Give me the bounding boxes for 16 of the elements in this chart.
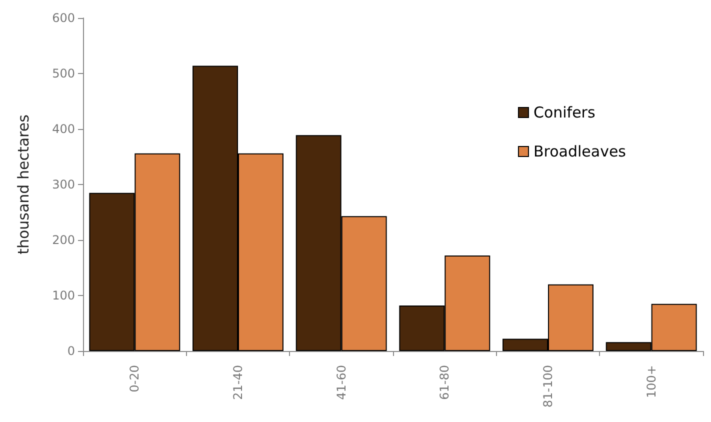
x-tick-label: 41-60 xyxy=(334,365,348,400)
y-tick-label: 200 xyxy=(52,233,75,247)
y-tick-label: 100 xyxy=(52,288,75,302)
x-tick-label: 81-100 xyxy=(541,365,555,408)
legend-label: Conifers xyxy=(533,104,596,122)
x-tick-label: 61-80 xyxy=(438,365,452,400)
x-tick-label: 100+ xyxy=(644,365,658,398)
y-tick-label: 0 xyxy=(67,344,75,358)
y-tick-label: 500 xyxy=(52,66,75,80)
y-tick-label: 400 xyxy=(52,122,75,136)
y-axis-title: thousand hectares xyxy=(14,114,32,254)
y-tick-label: 600 xyxy=(52,11,75,25)
legend-label: Broadleaves xyxy=(533,142,626,160)
x-tick-label: 0-20 xyxy=(128,365,142,392)
x-tick-label: 21-40 xyxy=(231,365,245,400)
y-tick-label: 300 xyxy=(52,178,75,192)
